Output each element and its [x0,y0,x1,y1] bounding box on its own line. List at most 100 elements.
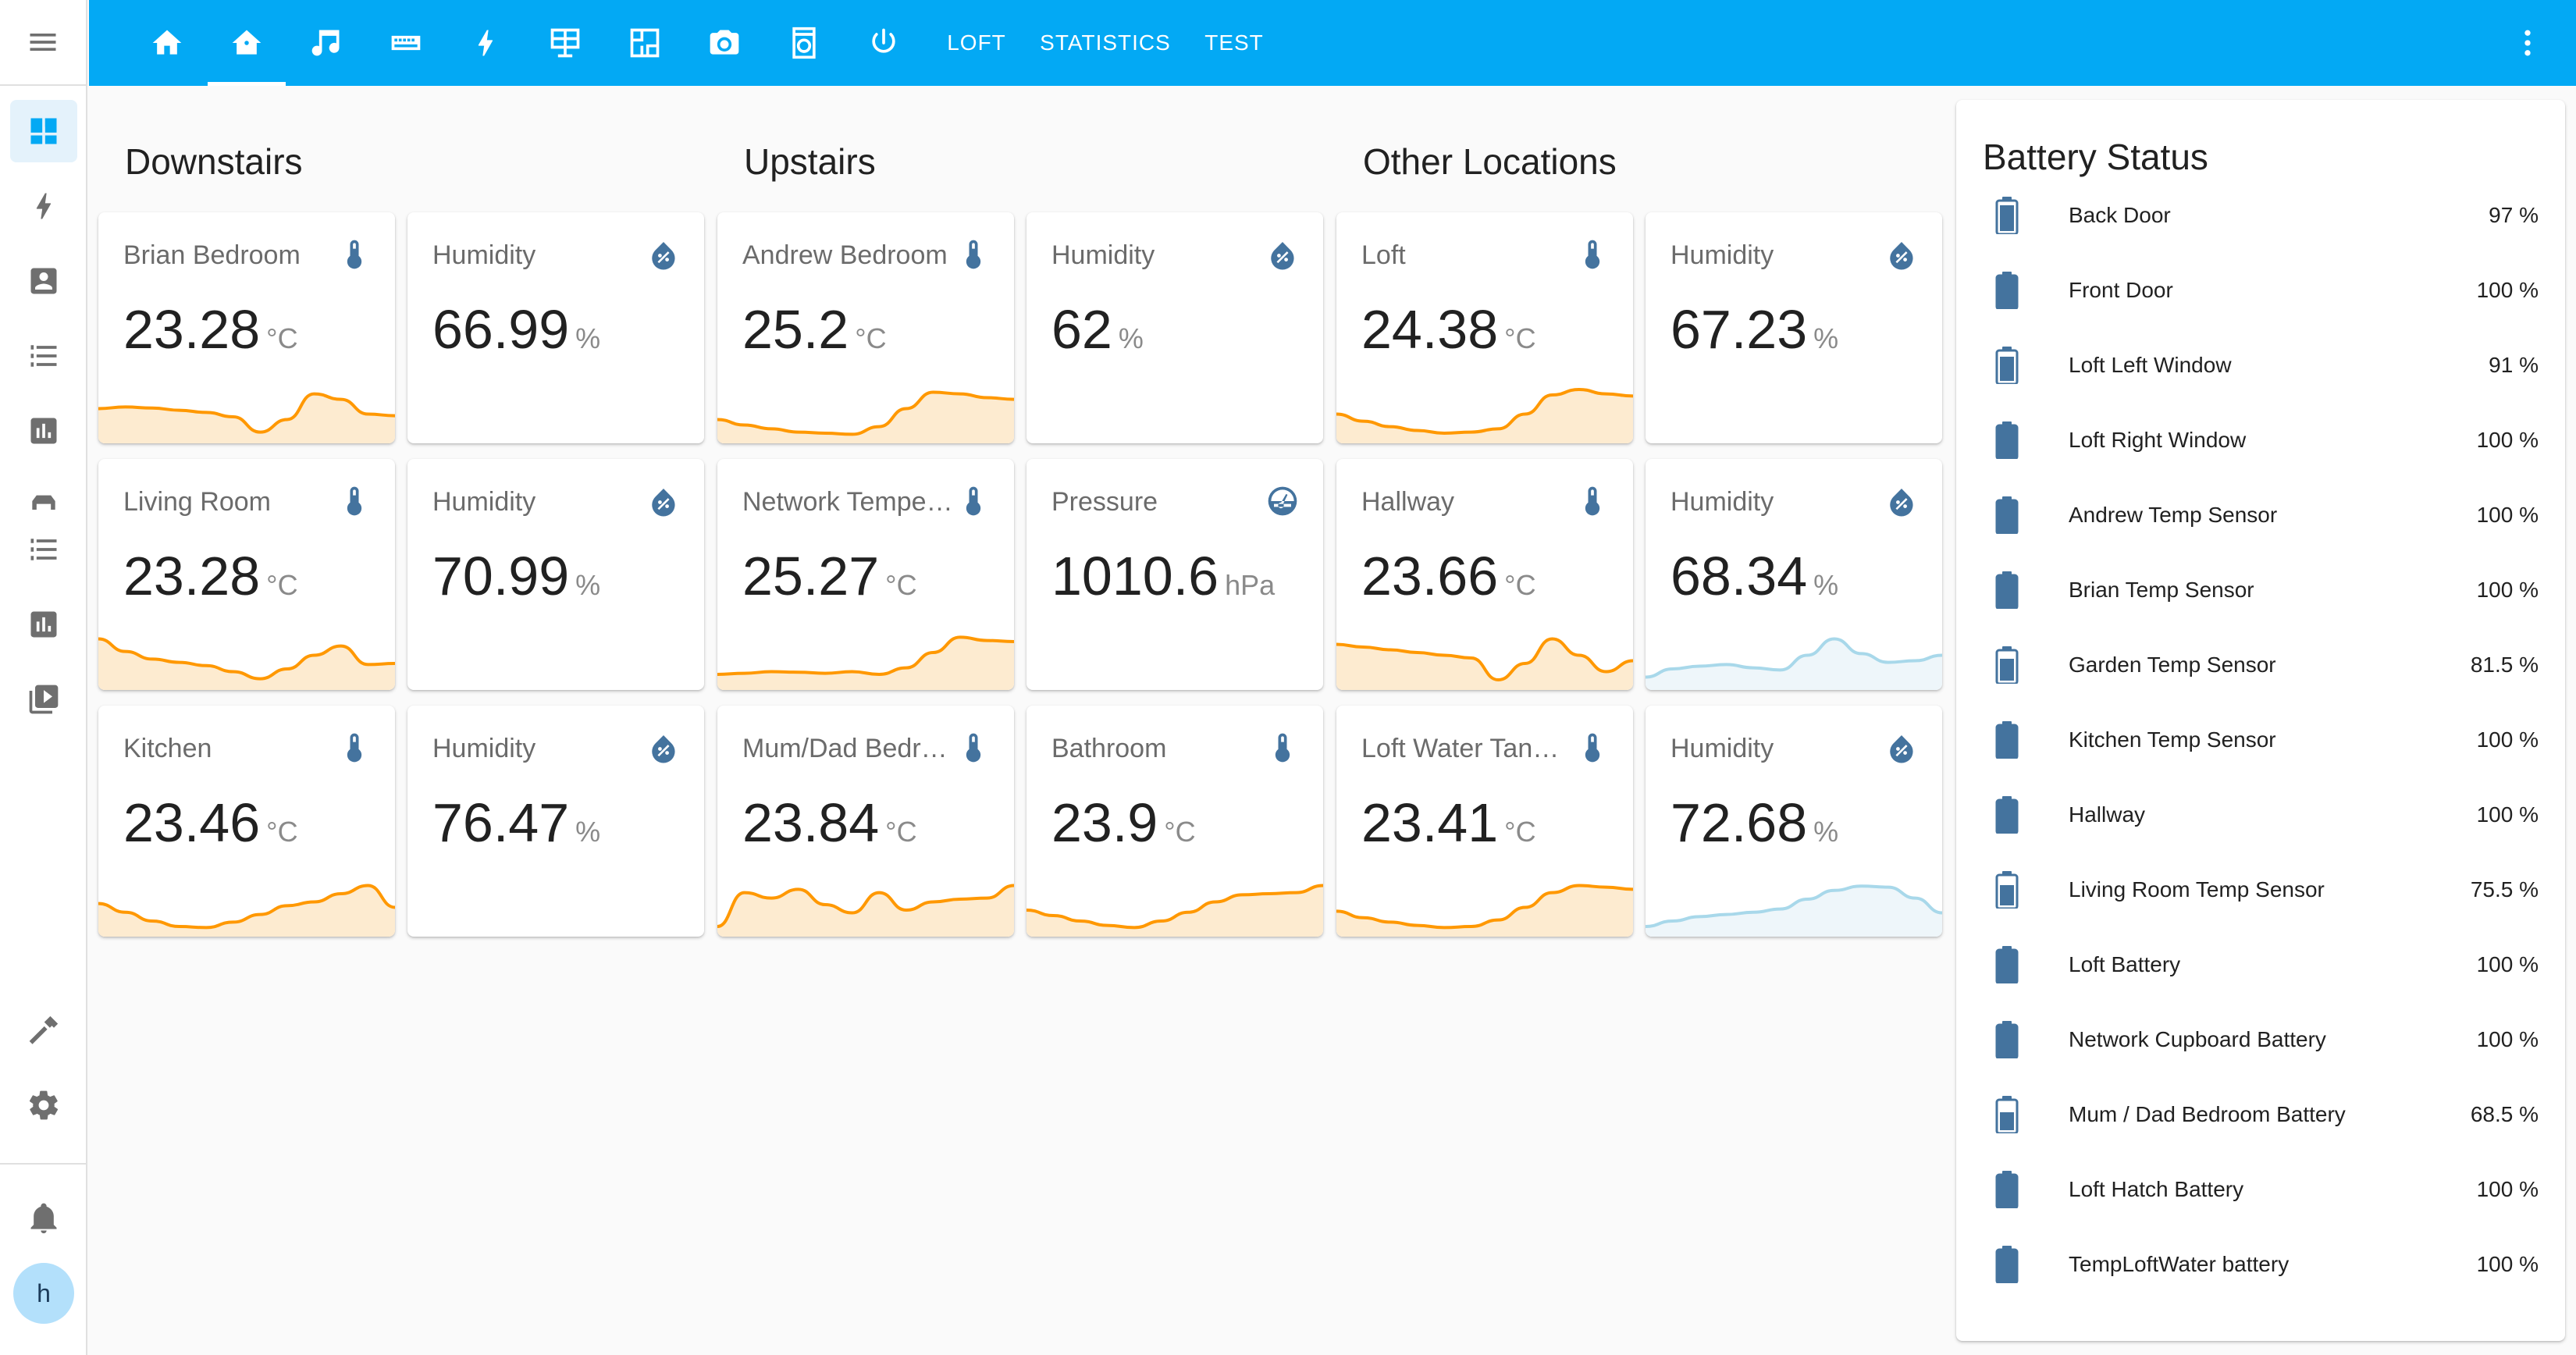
sensor-card[interactable]: Humidity 68.34% [1646,459,1942,690]
sensor-card[interactable]: Hallway 23.66 °C [1336,459,1633,690]
battery-icon [1995,1246,2019,1283]
sensor-card[interactable]: Network Tempe… 25.27 °C [717,459,1014,690]
sensor-card[interactable]: Humidity 70.99% [407,459,704,690]
sensor-name: Hallway [1361,487,1455,517]
sensor-card[interactable]: Loft 24.38 °C [1336,212,1633,443]
tab-camera[interactable] [685,0,763,86]
sidebar-divider [0,1163,87,1165]
tab-statistics[interactable]: STATISTICS [1040,30,1171,55]
thermometer-icon [337,731,372,765]
battery-row[interactable]: Kitchen Temp Sensor 100 % [1956,702,2565,777]
battery-row[interactable]: Front Door 100 % [1956,253,2565,328]
sensor-value-number: 68.34 [1670,546,1808,606]
battery-row[interactable]: TempLoftWater battery 100 % [1956,1227,2565,1302]
battery-value: 100 % [2476,578,2539,602]
media-icon [29,685,59,714]
sidebar-item-settings[interactable] [10,1074,77,1136]
sensor-history-graph [1646,637,1942,690]
battery-row[interactable]: Garden Temp Sensor 81.5 % [1956,628,2565,702]
battery-row[interactable]: Network Cupboard Battery 100 % [1956,1002,2565,1077]
sensor-card[interactable]: Loft Water Tank … 23.41 °C [1336,706,1633,937]
water-percent-icon [1265,237,1300,272]
battery-value: 68.5 % [2470,1102,2539,1126]
sensor-value: 72.68% [1670,791,1838,854]
sidebar: h [0,0,87,1355]
battery-status-card: Battery Status Back Door 97 % Front Door… [1956,100,2565,1341]
sidebar-item-logbook[interactable] [10,250,77,312]
sensor-value: 24.38 °C [1361,298,1536,361]
battery-row[interactable]: Living Room Temp Sensor 75.5 % [1956,852,2565,927]
tab-test[interactable]: TEST [1204,30,1264,55]
account-box-icon [30,268,57,294]
sidebar-item-statistics[interactable] [10,593,77,656]
sensor-card[interactable]: Mum/Dad Bedr… 23.84 °C [717,706,1014,937]
avatar[interactable]: h [13,1263,74,1324]
battery-icon [1995,796,2019,834]
battery-icon [1995,1096,2019,1133]
battery-row[interactable]: Loft Right Window 100 % [1956,403,2565,478]
graph-line [1336,884,1633,930]
tab-floorplan[interactable] [606,0,684,86]
solar-panel-icon [550,28,580,58]
sensor-value-number: 25.2 [742,299,849,360]
sensor-value-number: 67.23 [1670,299,1808,360]
tab-keyboard[interactable] [367,0,445,86]
sensor-card[interactable]: Andrew Bedroom 25.2 °C [717,212,1014,443]
water-percent-icon [646,484,681,518]
sensor-value-number: 72.68 [1670,792,1808,853]
home-icon [232,30,262,55]
graph-line [717,884,1014,928]
tab-home-2[interactable] [208,0,286,86]
tab-music[interactable] [287,0,365,86]
tab-home[interactable] [128,0,206,86]
sidebar-item-energy[interactable] [10,175,77,237]
sensor-value: 23.84 °C [742,791,917,854]
tab-loft[interactable]: LOFT [947,30,1006,55]
sidebar-item-notifications[interactable] [10,1186,77,1249]
more-menu-button[interactable] [2510,26,2545,60]
battery-name: Hallway [2069,802,2146,827]
tab-washing-machine[interactable] [765,0,843,86]
water-percent-icon [1884,484,1919,518]
battery-row[interactable]: Back Door 97 % [1956,178,2565,253]
battery-row[interactable]: Loft Left Window 91 % [1956,328,2565,403]
sidebar-item-list[interactable] [10,325,77,387]
tab-energy[interactable] [447,0,525,86]
menu-icon[interactable] [26,25,60,59]
sidebar-item-media[interactable] [10,668,77,731]
sensor-history-graph [717,884,1014,937]
sensor-card[interactable]: Humidity 66.99% [407,212,704,443]
sensor-card[interactable]: Living Room 23.28 °C [98,459,395,690]
sensor-card[interactable]: Humidity 76.47% [407,706,704,937]
graph-line [1646,884,1942,928]
sensor-card[interactable]: Kitchen 23.46 °C [98,706,395,937]
graph-line [1646,637,1942,679]
battery-name: Network Cupboard Battery [2069,1027,2326,1051]
thermometer-icon [337,237,372,272]
sidebar-item-developer-tools[interactable] [10,999,77,1062]
battery-row[interactable]: Mum / Dad Bedroom Battery 68.5 % [1956,1077,2565,1152]
sensor-card[interactable]: Bathroom 23.9 °C [1026,706,1323,937]
sidebar-item-list-2[interactable] [10,518,77,581]
sidebar-item-car[interactable] [10,484,77,518]
sensor-card[interactable]: Brian Bedroom 23.28 °C [98,212,395,443]
sidebar-item-history[interactable] [10,400,77,462]
sensor-card[interactable]: Humidity 72.68% [1646,706,1942,937]
sensor-card[interactable]: Humidity 62% [1026,212,1323,443]
battery-row[interactable]: Andrew Temp Sensor 100 % [1956,478,2565,553]
sidebar-item-overview[interactable] [10,100,77,162]
battery-value: 100 % [2476,1252,2539,1276]
battery-row[interactable]: Loft Battery 100 % [1956,927,2565,1002]
tab-solar[interactable] [526,0,604,86]
battery-row[interactable]: Hallway 100 % [1956,777,2565,852]
tab-power[interactable] [845,0,923,86]
battery-row[interactable]: Loft Hatch Battery 100 % [1956,1152,2565,1227]
sensor-card[interactable]: Humidity 67.23% [1646,212,1942,443]
power-icon [872,28,895,53]
dots-vertical-icon [2524,30,2531,56]
water-percent-icon [646,731,681,765]
sensor-card[interactable]: Pressure 1010.6 hPa [1026,459,1323,690]
sensor-value: 23.9 °C [1051,791,1196,854]
sensor-unit: % [1118,322,1144,354]
battery-row[interactable]: Brian Temp Sensor 100 % [1956,553,2565,628]
